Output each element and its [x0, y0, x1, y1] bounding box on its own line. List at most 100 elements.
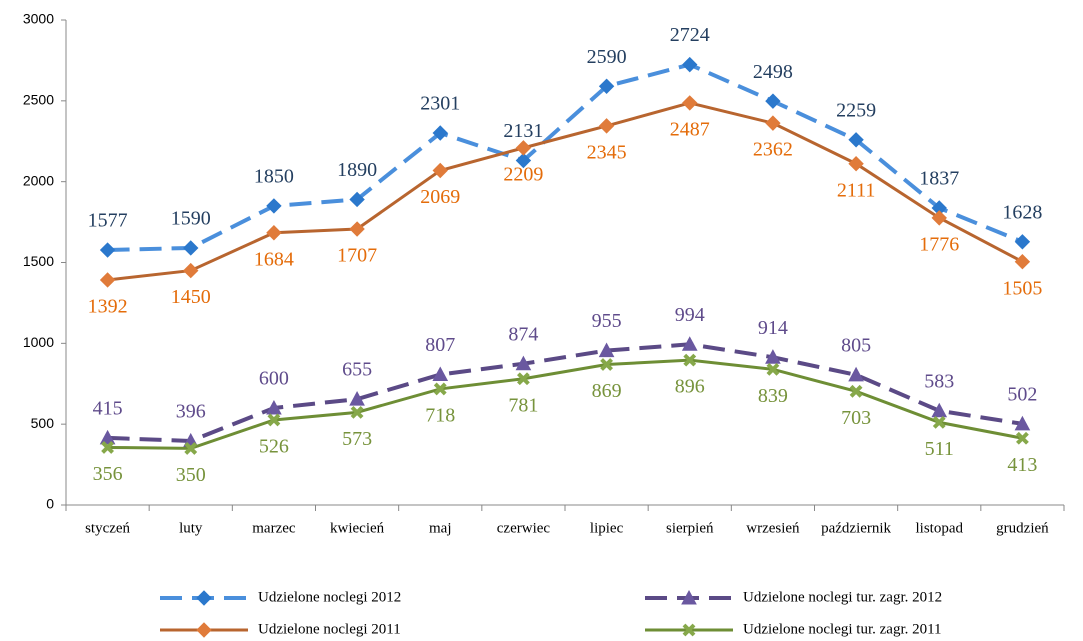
data-point: [682, 95, 698, 111]
data-label: 526: [259, 436, 289, 458]
data-label: 502: [1007, 383, 1037, 405]
data-point: [350, 405, 364, 419]
y-tick-label: 500: [31, 415, 55, 431]
data-label: 2362: [753, 139, 793, 161]
series-line: [107, 62, 1024, 253]
data-label: 718: [425, 405, 455, 427]
data-point: [432, 125, 448, 141]
data-point: [433, 382, 447, 396]
data-label: 583: [924, 370, 954, 392]
data-point: [99, 242, 116, 258]
legend-marker: [196, 590, 212, 606]
data-point: [931, 402, 948, 418]
data-label: 839: [758, 385, 788, 407]
x-tick-label: sierpień: [666, 520, 714, 536]
data-label: 356: [93, 463, 123, 485]
data-label: 703: [841, 407, 871, 429]
data-point: [766, 362, 780, 376]
data-point: [765, 349, 781, 364]
data-label: 415: [93, 398, 123, 420]
data-point: [101, 441, 114, 454]
data-point: [1016, 431, 1029, 445]
data-label: 2131: [503, 120, 543, 142]
data-point: [598, 78, 615, 94]
data-point: [598, 342, 615, 358]
series-line: [107, 101, 1024, 282]
legend-marker: [196, 622, 212, 638]
data-label: 1776: [919, 233, 959, 255]
legend-marker: [682, 623, 696, 637]
y-tick-label: 2500: [23, 92, 54, 108]
x-tick-label: maj: [429, 520, 452, 536]
x-tick-label: kwiecień: [330, 520, 385, 536]
data-label: 2590: [587, 46, 627, 68]
data-point: [266, 225, 282, 241]
series-line: [107, 342, 1023, 443]
data-point: [349, 191, 365, 208]
x-tick-label: wrzesień: [746, 520, 800, 536]
data-point: [515, 152, 532, 169]
data-label: 1837: [919, 168, 959, 190]
legend-label: Udzielone noclegi 2011: [258, 621, 401, 637]
x-tick-label: styczeń: [85, 520, 130, 536]
data-point: [765, 115, 781, 131]
data-label: 350: [176, 464, 206, 486]
data-label: 2724: [670, 24, 710, 46]
x-tick-label: czerwiec: [497, 520, 551, 536]
data-label: 2345: [587, 141, 627, 163]
data-label: 955: [592, 310, 622, 332]
data-label: 914: [758, 317, 788, 339]
data-label: 1450: [171, 286, 211, 308]
data-label: 2111: [837, 179, 876, 201]
x-tick-label: luty: [179, 520, 203, 536]
data-label: 781: [508, 394, 538, 416]
data-point: [349, 391, 365, 406]
data-label: 1890: [337, 159, 377, 181]
legend-label: Udzielone noclegi tur. zagr. 2012: [743, 589, 942, 605]
data-point: [432, 366, 449, 382]
data-point: [848, 132, 864, 148]
data-point: [682, 56, 698, 73]
data-label: 807: [425, 334, 455, 356]
data-label: 1707: [337, 245, 377, 267]
data-point: [600, 358, 613, 371]
data-label: 874: [508, 323, 538, 345]
data-label: 2209: [503, 163, 543, 185]
data-point: [515, 355, 532, 371]
data-label: 2487: [670, 119, 710, 141]
data-point: [683, 353, 697, 367]
y-tick-label: 0: [46, 496, 54, 512]
data-label: 2301: [420, 93, 460, 115]
legend-label: Udzielone noclegi 2012: [258, 589, 401, 605]
data-point: [517, 372, 530, 386]
data-point: [515, 140, 532, 156]
data-label: 1392: [88, 296, 128, 318]
data-label: 2498: [753, 61, 793, 83]
data-point: [932, 415, 946, 429]
data-label: 1850: [254, 166, 294, 188]
data-label: 413: [1007, 454, 1037, 476]
x-tick-label: grudzień: [996, 520, 1049, 536]
data-point: [1014, 415, 1031, 431]
data-label: 396: [176, 401, 206, 423]
data-point: [99, 429, 116, 445]
x-tick-label: październik: [821, 520, 891, 536]
data-label: 1577: [88, 210, 128, 232]
data-point: [681, 336, 698, 351]
data-label: 1628: [1002, 201, 1042, 223]
data-label: 573: [342, 428, 372, 450]
y-tick-label: 1500: [23, 253, 54, 269]
data-point: [349, 221, 365, 237]
data-label: 994: [675, 304, 705, 326]
legend-marker: [681, 589, 697, 605]
data-label: 869: [592, 380, 622, 402]
data-point: [266, 399, 282, 415]
data-point: [184, 442, 198, 455]
data-point: [765, 93, 781, 109]
data-label: 1684: [254, 248, 294, 270]
data-point: [848, 366, 864, 382]
data-point: [849, 384, 863, 398]
data-point: [267, 413, 281, 427]
data-point: [183, 262, 199, 279]
